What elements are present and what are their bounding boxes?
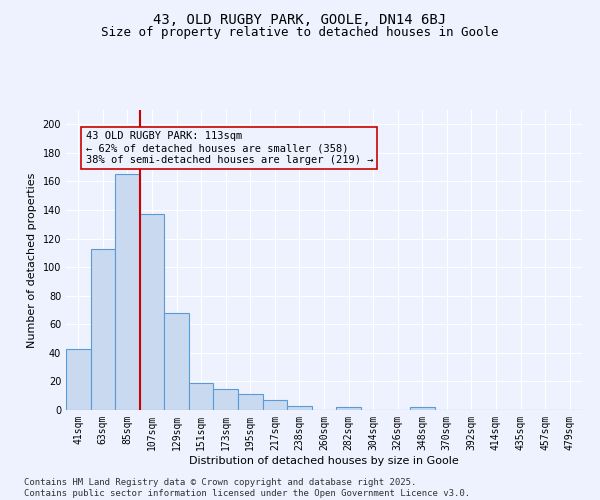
Bar <box>189 383 214 410</box>
Bar <box>287 406 312 410</box>
Text: Size of property relative to detached houses in Goole: Size of property relative to detached ho… <box>101 26 499 39</box>
Bar <box>115 174 140 410</box>
Bar <box>91 248 115 410</box>
Y-axis label: Number of detached properties: Number of detached properties <box>27 172 37 348</box>
Bar <box>410 407 434 410</box>
X-axis label: Distribution of detached houses by size in Goole: Distribution of detached houses by size … <box>189 456 459 466</box>
Text: Contains HM Land Registry data © Crown copyright and database right 2025.
Contai: Contains HM Land Registry data © Crown c… <box>24 478 470 498</box>
Bar <box>214 388 238 410</box>
Text: 43 OLD RUGBY PARK: 113sqm
← 62% of detached houses are smaller (358)
38% of semi: 43 OLD RUGBY PARK: 113sqm ← 62% of detac… <box>86 132 373 164</box>
Bar <box>140 214 164 410</box>
Bar <box>336 407 361 410</box>
Bar <box>238 394 263 410</box>
Text: 43, OLD RUGBY PARK, GOOLE, DN14 6BJ: 43, OLD RUGBY PARK, GOOLE, DN14 6BJ <box>154 12 446 26</box>
Bar <box>66 348 91 410</box>
Bar <box>164 313 189 410</box>
Bar <box>263 400 287 410</box>
